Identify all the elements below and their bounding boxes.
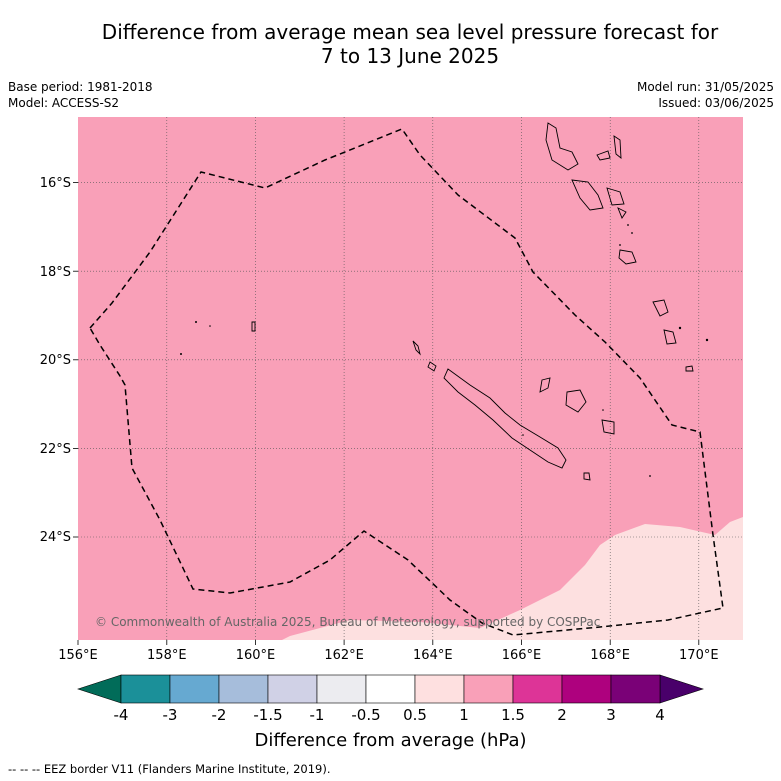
espiritu-santo-island xyxy=(545,122,579,171)
colorbar-swatch xyxy=(610,674,661,704)
aneityum-island xyxy=(685,365,694,372)
colorbar-swatch xyxy=(414,674,465,704)
chesterfield-islet xyxy=(251,321,256,332)
colorbar-tick-label: -2 xyxy=(212,706,227,724)
anomaly-field-0.5-to-1 xyxy=(282,517,743,640)
lat-tick-label: 18°S xyxy=(40,265,71,280)
colorbar-tick-label: 4 xyxy=(655,706,665,724)
map-area xyxy=(78,117,743,640)
islet xyxy=(427,361,437,372)
pentecost-island xyxy=(606,187,625,206)
mare-island xyxy=(601,419,615,435)
colorbar-swatch xyxy=(267,674,318,704)
lon-tick-label: 160°E xyxy=(236,648,276,663)
map-title-line-1: Difference from average mean sea level p… xyxy=(101,20,719,44)
lon-tick-label: 168°E xyxy=(590,648,630,663)
colorbar-tick-label: 2 xyxy=(557,706,567,724)
ambae-island xyxy=(596,150,611,161)
eez-legend: -- -- -- EEZ border V11 (Flanders Marine… xyxy=(8,762,331,776)
issued-label: Issued: 03/06/2025 xyxy=(658,96,774,110)
colorbar-tick-label: -4 xyxy=(114,706,129,724)
colorbar-title: Difference from average (hPa) xyxy=(254,730,527,751)
map-title-line-2: 7 to 13 June 2025 xyxy=(320,44,500,68)
erromango-island xyxy=(652,299,669,317)
lon-tick-label: 156°E xyxy=(58,648,98,663)
ouvea-island xyxy=(539,377,551,393)
lat-tick-label: 24°S xyxy=(40,530,71,545)
colorbar-tick-label: 3 xyxy=(606,706,616,724)
model-run-label: Model run: 31/05/2025 xyxy=(636,80,774,94)
colorbar-swatch xyxy=(120,674,171,704)
colorbar-swatch xyxy=(561,674,612,704)
belep-islands xyxy=(412,340,421,356)
epi-island xyxy=(617,207,627,219)
colorbar-swatch xyxy=(463,674,514,704)
lon-tick-label: 164°E xyxy=(413,648,453,663)
colorbar-tick-label: 1.5 xyxy=(501,706,525,724)
copyright-text: © Commonwealth of Australia 2025, Bureau… xyxy=(95,615,600,629)
colorbar-swatch xyxy=(169,674,220,704)
lon-tick-label: 170°E xyxy=(679,648,719,663)
lat-tick-label: 16°S xyxy=(40,176,71,191)
maewo-island xyxy=(613,135,622,159)
colorbar-tick-label: 1 xyxy=(459,706,469,724)
tanna-island xyxy=(663,329,677,345)
lon-tick-labels: 156°E 158°E 160°E 162°E 164°E 166°E 168°… xyxy=(58,648,718,663)
small-islets xyxy=(180,224,709,477)
colorbar-tick-label: -1.5 xyxy=(253,706,282,724)
colorbar-tick-label: -1 xyxy=(310,706,325,724)
eez-border xyxy=(89,128,724,636)
colorbar-tick-label: -3 xyxy=(163,706,178,724)
colorbar-high-extend xyxy=(659,674,704,704)
lat-tick-label: 22°S xyxy=(40,442,71,457)
colorbar-tick-label: 0.5 xyxy=(403,706,427,724)
colorbar-swatch xyxy=(365,674,416,704)
efate-island xyxy=(618,249,637,265)
lifou-island xyxy=(565,389,587,413)
lon-tick-label: 166°E xyxy=(502,648,542,663)
colorbar-low-extend xyxy=(77,674,122,704)
isle-of-pines xyxy=(583,472,591,481)
lat-tick-label: 20°S xyxy=(40,353,71,368)
islands xyxy=(251,122,694,481)
colorbar-tick-label: -0.5 xyxy=(351,706,380,724)
lat-tick-labels: 16°S 18°S 20°S 22°S 24°S xyxy=(40,176,71,545)
new-caledonia-island xyxy=(443,368,567,469)
malekula-island xyxy=(571,179,604,211)
colorbar-swatch xyxy=(218,674,269,704)
colorbar: -4 -3 -2 -1.5 -1 -0.5 0.5 1 1.5 2 3 4 xyxy=(77,674,704,724)
axis-ticks xyxy=(73,182,700,645)
colorbar-swatch xyxy=(512,674,563,704)
colorbar-swatch xyxy=(316,674,367,704)
graticule xyxy=(78,117,743,640)
model-label: Model: ACCESS-S2 xyxy=(8,96,120,110)
lon-tick-label: 158°E xyxy=(147,648,187,663)
base-period-label: Base period: 1981-2018 xyxy=(8,80,153,94)
lon-tick-label: 162°E xyxy=(324,648,364,663)
